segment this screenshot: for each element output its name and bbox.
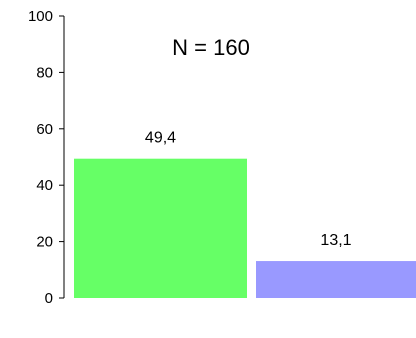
y-tick-label: 0 [45,290,53,307]
y-axis: 0 20 40 60 80 100 [28,8,65,307]
bar-value-label: 49,4 [145,130,176,147]
bar [74,158,247,298]
y-tick-label: 100 [28,8,53,25]
y-tick-label: 20 [36,234,53,251]
bar-value-label: 13,1 [320,232,351,249]
bar [256,261,416,298]
sample-size-annotation: N = 160 [172,35,250,60]
y-tick-label: 60 [36,121,53,138]
y-tick-label: 40 [36,177,53,194]
bars: 49,4 13,1 [74,130,416,298]
y-tick-label: 80 [36,64,53,81]
